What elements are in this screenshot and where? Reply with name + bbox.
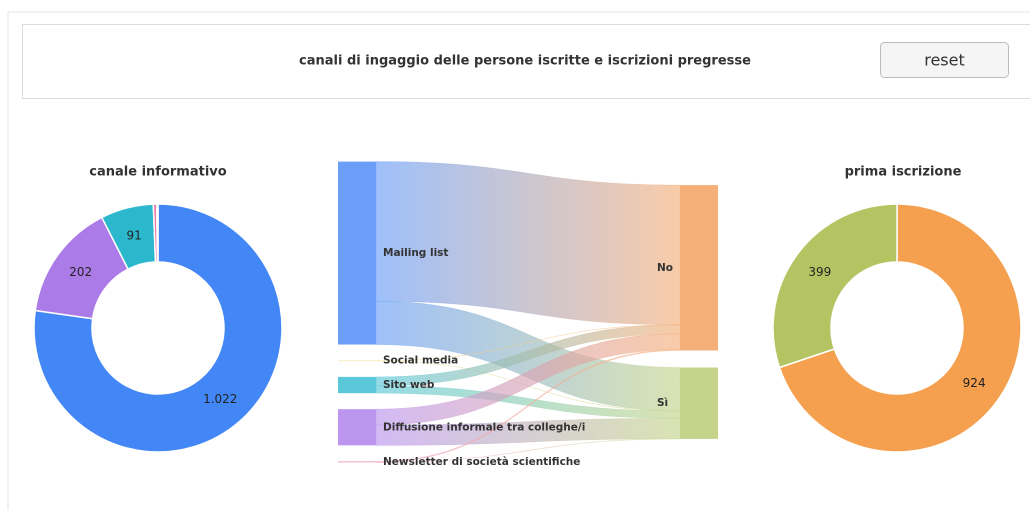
node-label: No [657,262,673,274]
value-label: 399 [808,265,831,279]
value-label: 924 [963,376,986,390]
chart-title: prima iscrizione [845,165,962,180]
node [338,461,376,463]
node-label: Sì [657,397,668,409]
node [680,185,718,351]
header-title: canali di ingaggio delle persone iscritt… [299,54,751,69]
link [375,438,681,463]
node-label: Mailing list [383,247,448,259]
reset-button[interactable] [880,42,1009,78]
node [338,161,376,345]
node-label: Diffusione informale tra colleghe/i [383,421,585,433]
node [338,360,376,362]
link [375,161,681,326]
node [680,367,718,439]
reset-label[interactable]: reset [924,51,965,70]
value-label: 1.022 [203,392,237,406]
node [338,409,376,446]
slice [33,203,283,453]
slice [778,203,1022,453]
node-label: Sito web [383,379,435,391]
value-label: 91 [126,229,141,243]
slice [156,203,159,263]
node-label: Newsletter di società scientifiche [383,456,580,468]
chart-title: canale informativo [89,165,226,180]
value-label: 202 [69,265,92,279]
header-box [22,24,1030,99]
node [338,376,376,394]
slice [772,203,898,369]
node-label: Social media [383,355,458,367]
